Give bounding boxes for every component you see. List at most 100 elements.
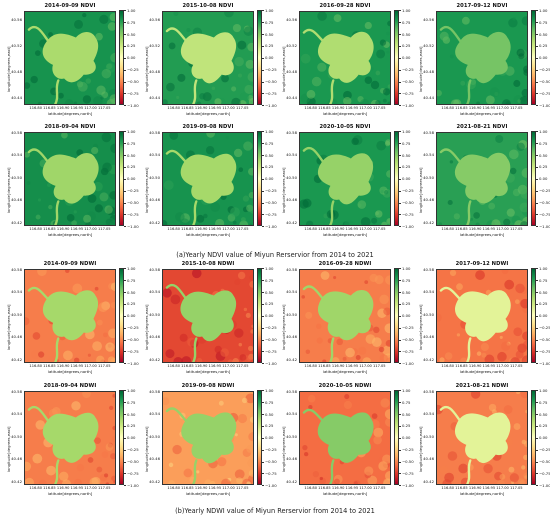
ndwi-terrain-patch [439, 465, 448, 474]
ndwi-colorbar-tick: 0.50 [535, 411, 548, 417]
ndvi-y-tick-label: 40.54 [286, 152, 297, 158]
ndvi-raster [437, 12, 527, 104]
ndvi-colorbar-tick: 0.75 [123, 140, 136, 146]
ndvi-terrain-patch [449, 54, 454, 59]
ndwi-terrain-patch [385, 470, 390, 481]
ndwi-terrain-patch [301, 295, 305, 299]
ndvi-raster [163, 133, 253, 225]
ndwi-colorbar-tick: 1.00 [123, 265, 136, 271]
ndvi-terrain-patch [37, 101, 42, 104]
ndvi-y-tick-label: 40.46 [11, 197, 22, 203]
ndwi-terrain-patch [246, 481, 251, 484]
ndwi-colorbar-tick: 1.00 [535, 265, 548, 271]
ndwi-map [24, 269, 116, 363]
ndwi-terrain-patch [218, 400, 224, 406]
ndvi-x-axis-label: latitude[degrees,north] [322, 232, 368, 237]
ndvi-panel: 2021-08-21 NDVI longitude[degrees,east] 40… [418, 121, 550, 241]
ndvi-y-tick-label: 40.52 [11, 42, 22, 48]
ndwi-raster [300, 392, 390, 484]
ndwi-terrain-patch [25, 477, 34, 484]
ndvi-panel-title: 2016-09-28 NDVI [319, 3, 371, 9]
ndwi-colorbar [257, 390, 262, 485]
ndvi-map [24, 11, 116, 105]
ndvi-terrain-patch [521, 16, 527, 26]
ndvi-map [436, 11, 528, 105]
ndwi-river [439, 405, 472, 484]
ndwi-map [162, 391, 254, 485]
ndwi-terrain-patch [247, 356, 252, 362]
ndwi-reservoir-surface [317, 290, 374, 341]
ndwi-terrain-patch [481, 352, 487, 358]
ndvi-river [165, 149, 198, 225]
ndwi-colorbar-tick: 0.25 [535, 301, 548, 307]
ndwi-terrain-patch [316, 337, 323, 344]
ndwi-terrain-patch [362, 357, 372, 362]
ndvi-river [439, 25, 472, 104]
ndwi-y-tick-label: 40.58 [423, 267, 434, 272]
ndwi-terrain-patch [105, 342, 115, 352]
ndwi-terrain-patch [110, 282, 115, 291]
ndwi-x-tick-labels: 116.80 116.85 116.90 116.95 117.00 117.0… [441, 364, 523, 368]
ndvi-colorbar-tick: 0.00 [261, 55, 274, 61]
ndwi-terrain-patch [320, 271, 330, 280]
ndvi-colorbar-tick: −0.25 [124, 67, 139, 73]
ndwi-terrain-patch [92, 341, 102, 352]
ndvi-colorbar-tick: 0.50 [398, 152, 411, 158]
ndvi-terrain-patch [371, 217, 378, 224]
ndwi-colorbar-tick: 0.75 [261, 399, 274, 405]
ndvi-y-tick-label: 40.54 [423, 152, 434, 158]
ndvi-colorbar-tick: −1.00 [536, 223, 550, 229]
ndvi-terrain-patch [168, 42, 176, 50]
ndvi-colorbar-tick: −0.75 [124, 90, 139, 96]
ndvi-terrain-patch [375, 100, 381, 104]
ndwi-x-axis-label: latitude[degrees,north] [47, 491, 93, 496]
ndwi-terrain-patch [384, 409, 390, 419]
ndvi-colorbar-tick: −0.75 [399, 90, 414, 96]
ndwi-terrain-patch [307, 394, 316, 403]
ndvi-colorbar-tick: 0.00 [123, 55, 136, 61]
ndvi-terrain-patch [110, 52, 115, 63]
ndvi-terrain-patch [240, 217, 246, 222]
ndwi-colorbar-tick: −0.75 [536, 470, 550, 476]
ndwi-terrain-patch [220, 348, 229, 357]
ndvi-colorbar-tick: −0.50 [262, 79, 277, 85]
ndwi-reservoir-surface [180, 290, 237, 342]
ndwi-terrain-patch [509, 473, 519, 483]
ndvi-raster [300, 133, 390, 225]
ndvi-colorbar [257, 131, 262, 226]
ndwi-colorbar-tick: 0.25 [123, 423, 136, 429]
ndvi-map [162, 11, 254, 105]
ndwi-terrain-patch [245, 312, 251, 318]
ndvi-colorbar-tick: −0.50 [536, 200, 550, 206]
ndvi-colorbar-tick: 0.50 [535, 31, 548, 37]
ndwi-terrain-patch [373, 427, 384, 438]
ndwi-reservoir-surface [42, 290, 99, 341]
ndvi-colorbar-tick: 0.25 [535, 164, 548, 170]
ndwi-terrain-patch [470, 392, 481, 399]
ndvi-terrain-patch [519, 202, 527, 213]
ndvi-colorbar-tick: 0.25 [123, 164, 136, 170]
ndwi-terrain-patch [345, 347, 355, 358]
ndvi-terrain-patch [109, 13, 115, 22]
ndwi-terrain-patch [163, 288, 172, 298]
ndvi-x-tick-labels: 116.80 116.85 116.90 116.95 117.00 117.0… [167, 227, 249, 231]
ndwi-colorbar-tick: −0.50 [399, 337, 414, 343]
ndvi-terrain-patch [379, 39, 387, 46]
ndvi-terrain-patch [248, 167, 253, 176]
ndvi-colorbar-tick: 0.00 [535, 55, 548, 61]
ndvi-terrain-patch [387, 20, 390, 27]
ndvi-terrain-patch [202, 92, 212, 102]
ndwi-terrain-patch [302, 444, 308, 451]
ndwi-terrain-patch [514, 299, 520, 305]
ndwi-y-tick-label: 40.46 [149, 456, 160, 462]
ndvi-terrain-patch [35, 214, 41, 220]
ndvi-colorbar [531, 10, 536, 105]
ndwi-map [436, 269, 528, 363]
ndvi-terrain-patch [176, 95, 180, 100]
ndwi-terrain-patch [110, 302, 115, 309]
ndwi-terrain-patch [364, 280, 369, 284]
ndwi-colorbar-tick: 1.00 [398, 265, 411, 271]
ndvi-terrain-patch [203, 213, 208, 219]
ndwi-river [165, 407, 198, 484]
ndvi-panel: 2017-09-12 NDVI longitude[degrees,east] 40… [418, 0, 550, 120]
